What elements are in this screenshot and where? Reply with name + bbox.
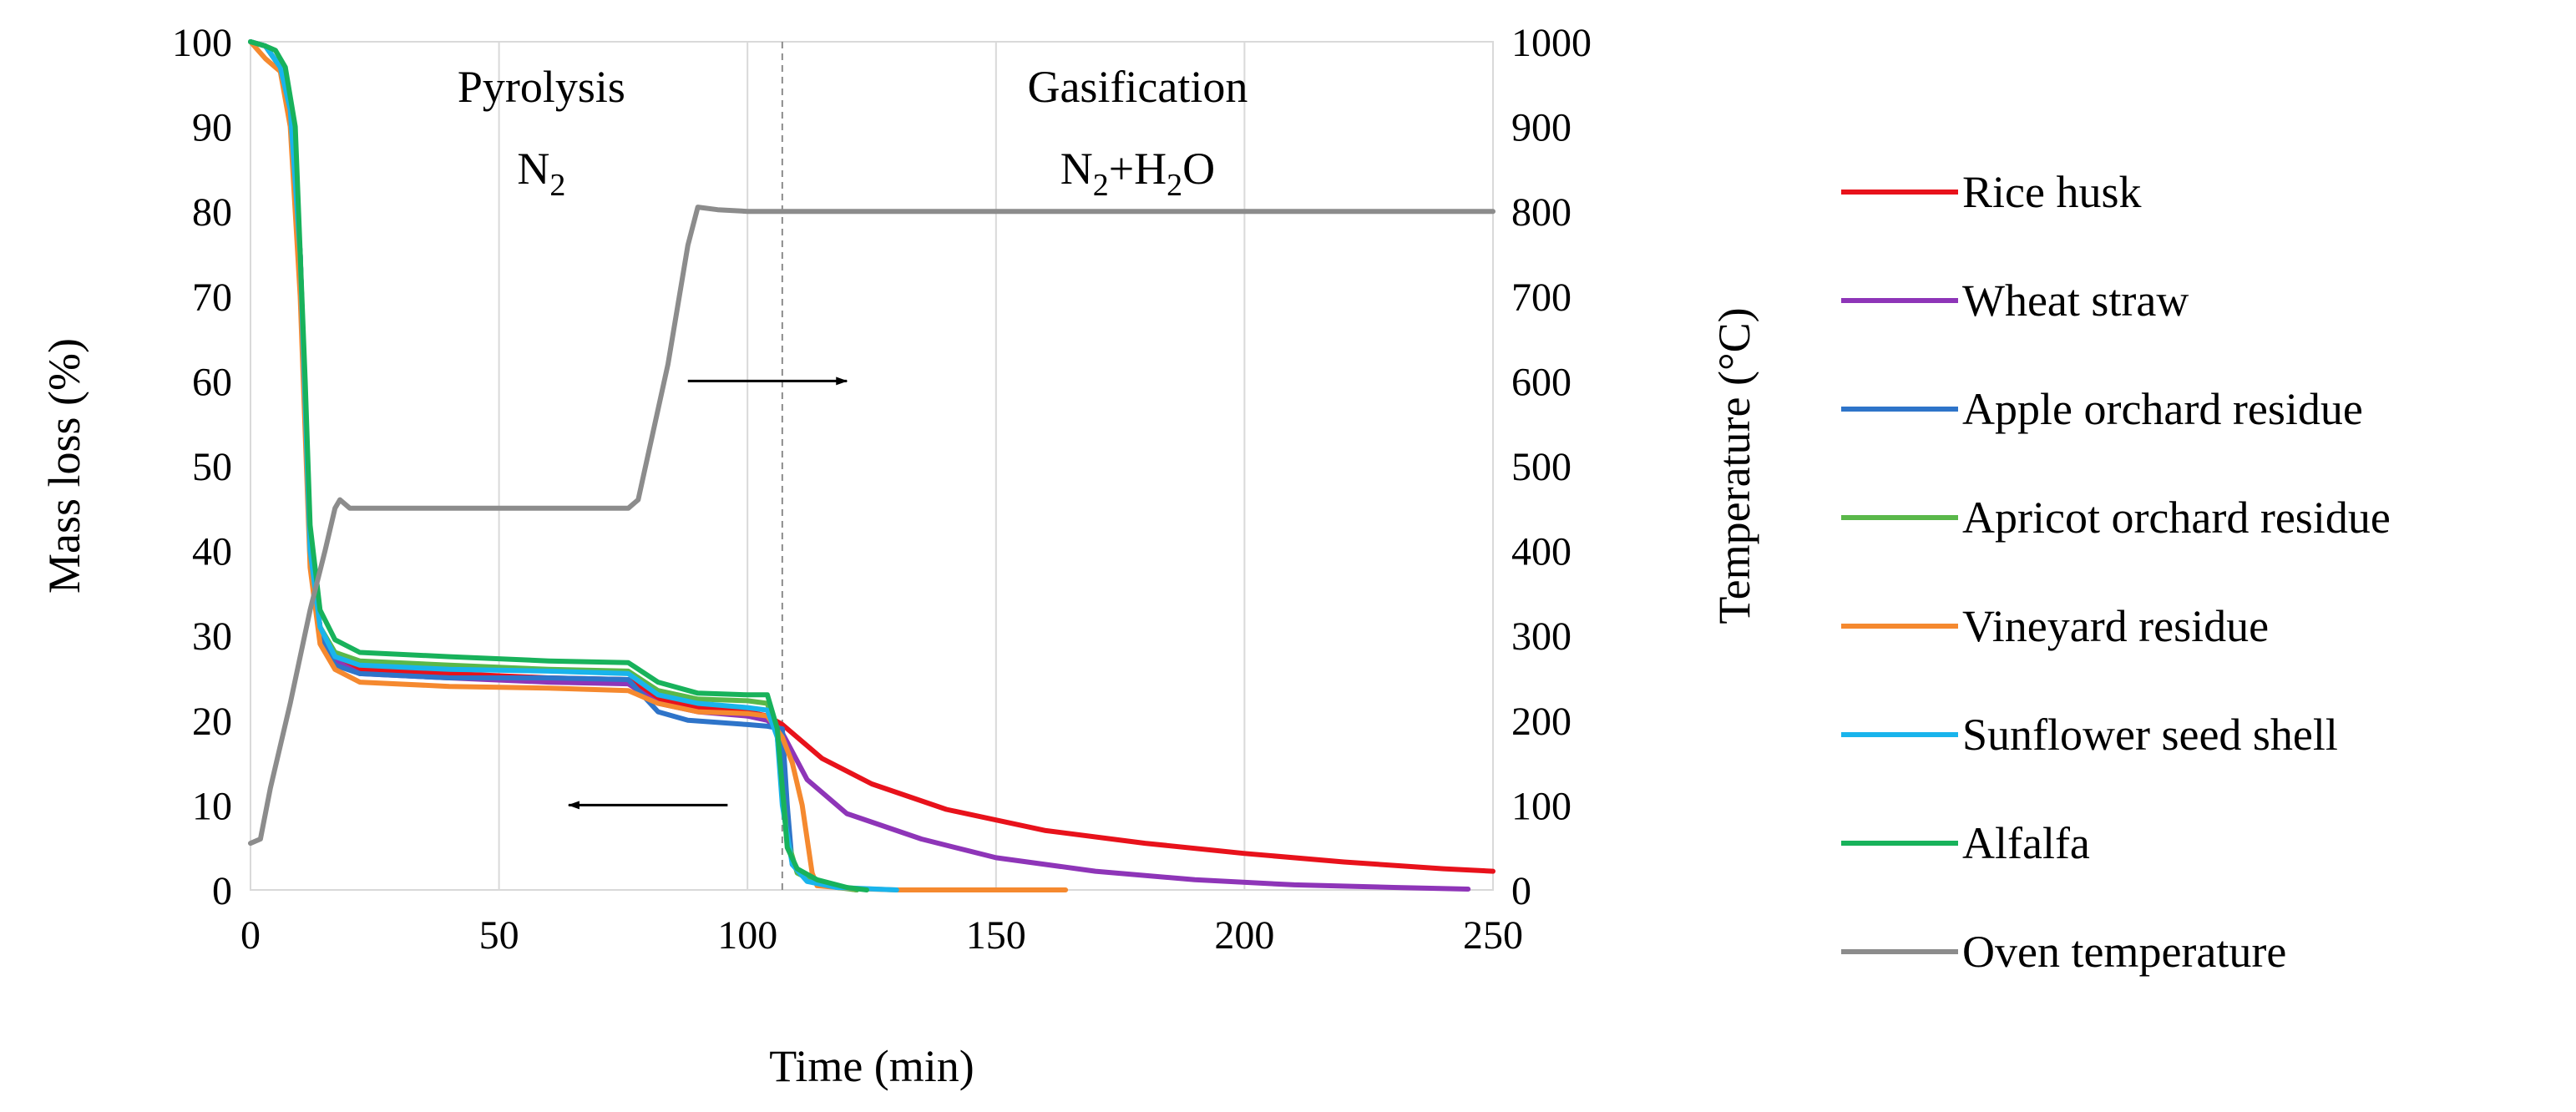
legend-label: Oven temperature	[1962, 927, 2286, 977]
legend-label: Sunflower seed shell	[1962, 710, 2338, 760]
y2-tick-label: 800	[1511, 190, 1571, 235]
series-line	[248, 39, 1069, 892]
region-label-gasification: Gasification	[1027, 62, 1248, 112]
annotation-arrows	[567, 377, 848, 810]
legend-label: Vineyard residue	[1962, 601, 2269, 651]
y-tick-label: 90	[192, 106, 232, 150]
region-sublabel-pyrolysis: N2	[517, 144, 565, 203]
y2-tick-label: 100	[1511, 784, 1571, 828]
legend-label: Apple orchard residue	[1962, 384, 2363, 434]
y2-tick-label: 1000	[1511, 21, 1592, 65]
axis-ticks: 0 50 100 150 200 2500102030405060708090100010…	[172, 21, 1592, 958]
y-tick-label: 50	[192, 445, 232, 489]
y-tick-label: 60	[192, 360, 232, 404]
plot-frame	[250, 41, 1494, 891]
x-tick-label: 250	[1463, 913, 1523, 958]
y2-tick-label: 500	[1511, 445, 1571, 489]
y-tick-label: 0	[212, 869, 232, 913]
series-lines	[248, 39, 1495, 892]
x-tick-label: 100	[717, 913, 777, 958]
y2-tick-label: 300	[1511, 614, 1571, 659]
series-line	[248, 39, 1471, 892]
y2-axis-title: Temperature (°C)	[1709, 307, 1759, 624]
x-tick-label: 200	[1214, 913, 1274, 958]
y2-tick-label: 400	[1511, 530, 1571, 574]
region-label-pyrolysis: Pyrolysis	[458, 62, 625, 112]
y-tick-label: 10	[192, 784, 232, 828]
legend-label: Alfalfa	[1962, 818, 2090, 868]
y2-tick-label: 200	[1511, 700, 1571, 744]
series-line	[248, 205, 1495, 847]
legend-label: Rice husk	[1962, 167, 2141, 217]
y2-tick-label: 700	[1511, 275, 1571, 320]
y-tick-label: 70	[192, 275, 232, 320]
legend-label: Apricot orchard residue	[1962, 493, 2391, 543]
x-tick-label: 50	[479, 913, 519, 958]
y-tick-label: 20	[192, 700, 232, 744]
x-axis-title: Time (min)	[769, 1041, 974, 1091]
legend-label: Wheat straw	[1962, 275, 2189, 326]
y-axis-title: Mass loss (%)	[39, 338, 89, 594]
legend: Rice husk Wheat straw Apple orchard residu…	[1841, 167, 2391, 977]
region-sublabel-gasification: N2+H2O	[1060, 144, 1215, 203]
y2-tick-label: 900	[1511, 106, 1571, 150]
x-tick-label: 0	[240, 913, 261, 958]
gridlines	[250, 42, 1494, 890]
y2-tick-label: 0	[1511, 869, 1531, 913]
series-line	[248, 39, 1495, 874]
y-tick-label: 40	[192, 530, 232, 574]
series-line	[248, 39, 869, 892]
y-tick-label: 100	[172, 21, 232, 65]
x-tick-label: 150	[966, 913, 1026, 958]
y2-tick-label: 600	[1511, 360, 1571, 404]
y-tick-label: 80	[192, 190, 232, 235]
y-tick-label: 30	[192, 614, 232, 659]
